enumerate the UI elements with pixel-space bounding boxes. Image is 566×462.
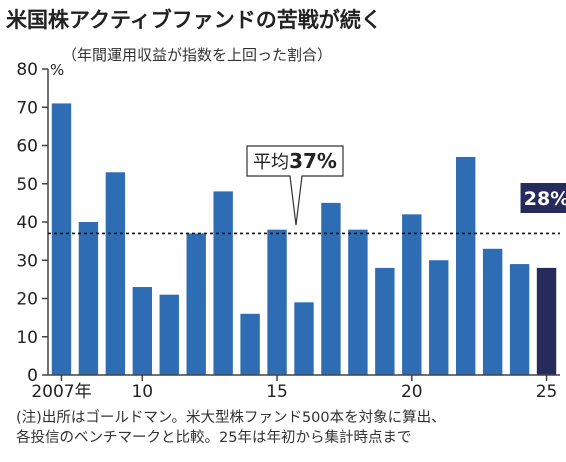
x-tick-label-2015: 15 — [266, 382, 288, 402]
highlight-label: 28% — [524, 188, 566, 210]
y-tick-label-70: 70 — [16, 98, 38, 118]
average-label: 平均37% — [253, 149, 337, 173]
y-tick-label-0: 0 — [27, 366, 38, 386]
x-tick-label-2007: 2007年 — [31, 382, 91, 402]
bar-2007 — [51, 103, 72, 376]
x-tick-label-2025: 25 — [536, 382, 558, 402]
bar-2013 — [213, 191, 233, 375]
chart-subtitle: （年間運用収益が指数を上回った割合） — [62, 46, 333, 64]
y-unit-label: % — [50, 61, 64, 79]
x-tick-label-2020: 20 — [401, 382, 423, 402]
bar-2018 — [348, 229, 368, 375]
y-tick-label-20: 20 — [16, 290, 38, 310]
bar-2010 — [132, 287, 153, 375]
bar-2025 — [536, 267, 557, 375]
y-tick-label-60: 60 — [16, 137, 38, 157]
bar-2011 — [159, 294, 179, 375]
y-tick-label-80: 80 — [16, 60, 38, 80]
bar-2014 — [240, 313, 260, 375]
bar-2016 — [294, 302, 314, 375]
bar-2009 — [105, 172, 126, 375]
footnote: (注)出所はゴールドマン。米大型株ファンド500本を対象に算出、 各投信のベンチ… — [16, 408, 446, 448]
average-callout-box — [246, 145, 344, 226]
average-label-value: 37% — [289, 149, 337, 173]
footnote-line-1: (注)出所はゴールドマン。米大型株ファンド500本を対象に算出、 — [16, 410, 446, 426]
average-annotation: 平均37% 28% — [48, 145, 566, 235]
bar-2021 — [429, 260, 449, 375]
average-label-prefix: 平均 — [253, 152, 289, 173]
bar-2019 — [375, 267, 395, 375]
bar-2008 — [78, 222, 99, 375]
bars — [51, 103, 557, 376]
x-tick-label-2010: 10 — [131, 382, 153, 402]
bar-2023 — [482, 248, 503, 375]
bar-2022 — [455, 156, 476, 375]
y-tick-label-10: 10 — [16, 328, 38, 348]
bar-2024 — [509, 264, 530, 375]
y-tick-label-50: 50 — [16, 175, 38, 195]
y-axis: 0 10 20 30 40 50 60 70 80% — [16, 60, 64, 386]
footnote-line-2: 各投信のベンチマークと比較。25年は年初から集計時点まで — [16, 430, 412, 446]
chart-title: 米国株アクティブファンドの苦戦が続く — [6, 8, 382, 32]
x-axis: 2007年 10 15 20 25 — [31, 374, 560, 402]
y-tick-label-40: 40 — [16, 213, 38, 233]
highlight-label-box — [520, 183, 566, 213]
bar-2017 — [321, 202, 341, 375]
bar-2020 — [402, 214, 422, 375]
bar-2015 — [267, 229, 287, 375]
bar-2012 — [186, 233, 206, 375]
y-tick-label-30: 30 — [16, 251, 38, 271]
